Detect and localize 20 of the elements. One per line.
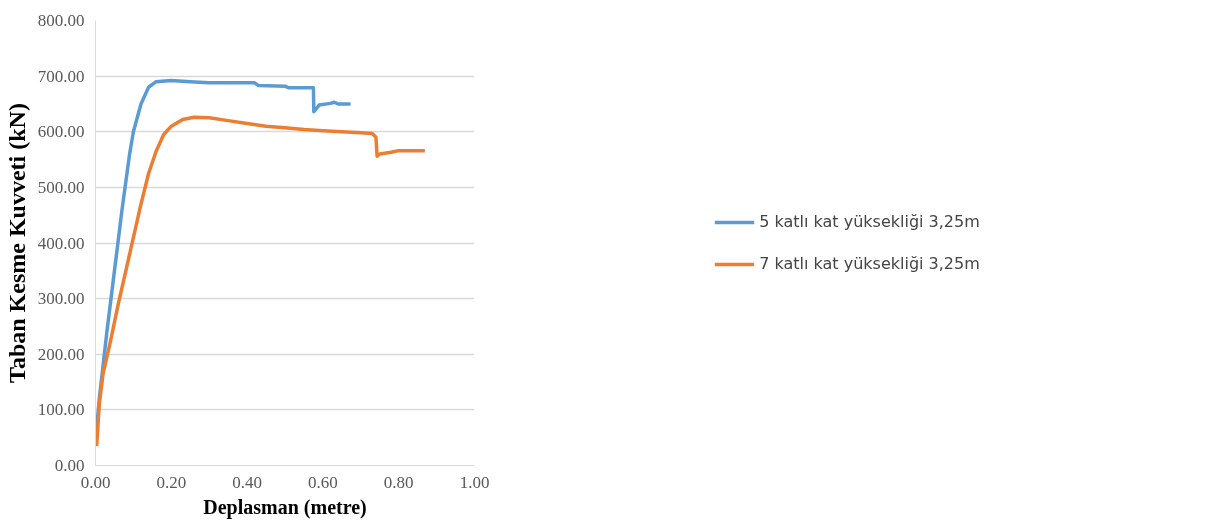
y-tick-label: 400.00 [37,233,85,253]
y-tick-label: 100.00 [37,400,85,420]
x-tick-label: 0.60 [308,472,338,492]
x-tick-label: 0.40 [232,472,262,492]
x-tick-label: 0.80 [383,472,414,492]
x-tick-label: 0.00 [80,472,111,492]
x-axis-title: Deplasman (metre) [203,495,367,519]
y-tick-label: 0.00 [54,456,85,475]
y-tick-label: 500.00 [37,177,85,197]
y-tick-label: 600.00 [37,122,85,142]
legend-label: 5 katlı kat yüksekliği 3,25m [759,212,980,231]
y-tick-label: 200.00 [37,344,85,364]
y-axis-title: Taban Kesme Kuvveti (kN) [3,103,30,383]
y-tick-label: 800.00 [37,11,85,30]
y-tick-label: 700.00 [37,66,85,86]
line-series [95,115,427,448]
y-tick-label: 300.00 [37,289,85,309]
x-tick-label: 1.00 [459,472,490,492]
x-tick-label: 0.20 [156,472,187,492]
legend-label: 7 katlı kat yüksekliği 3,25m [759,254,980,273]
